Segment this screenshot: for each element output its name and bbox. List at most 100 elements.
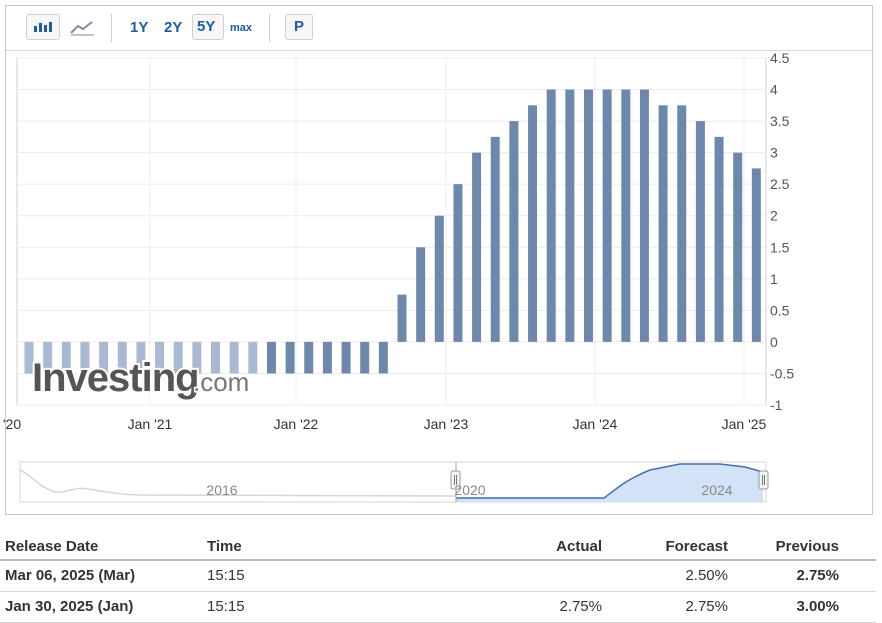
time-cell: 15:15 (207, 567, 245, 584)
table-row: Jan 30, 2025 (Jan) 15:15 2.75% 2.75% 3.0… (0, 592, 876, 623)
bar[interactable] (117, 341, 127, 374)
bar[interactable] (565, 89, 575, 342)
release-date-cell: Mar 06, 2025 (Mar) (5, 567, 136, 584)
watermark-brand: Investing (32, 356, 199, 400)
bar[interactable] (621, 89, 631, 342)
bar[interactable] (472, 152, 482, 342)
bar[interactable] (733, 152, 743, 342)
y-tick-label: 1 (770, 271, 778, 287)
toolbar-divider (269, 14, 270, 42)
actual-cell: 2.75% (559, 598, 602, 615)
y-tick-label: 2.5 (770, 176, 790, 192)
navigator-year-label: 2024 (701, 482, 732, 498)
p-button-label: P (294, 18, 305, 35)
bar[interactable] (24, 341, 34, 374)
bar[interactable] (248, 341, 258, 374)
bar[interactable] (136, 341, 146, 374)
header-previous[interactable]: Previous (775, 538, 839, 555)
x-tick-label: Jan '24 (573, 416, 618, 432)
bar[interactable] (509, 121, 519, 342)
toolbar-divider (111, 14, 112, 42)
bar[interactable] (173, 341, 183, 374)
bar[interactable] (677, 105, 687, 342)
table-row: Mar 06, 2025 (Mar) 15:15 2.50% 2.75% (0, 561, 876, 592)
x-tick-label: Jan '21 (128, 416, 173, 432)
navigator-year-label: 2020 (454, 482, 485, 498)
header-forecast[interactable]: Forecast (665, 538, 728, 555)
p-button[interactable]: P (285, 14, 313, 40)
navigator-selection-area (456, 464, 763, 502)
bar[interactable] (528, 105, 538, 342)
range-1y-button[interactable]: 1Y (130, 19, 149, 36)
y-tick-label: 1.5 (770, 239, 790, 255)
bar[interactable] (322, 341, 332, 374)
x-tick-label: Jan '25 (722, 416, 767, 432)
bar[interactable] (378, 341, 388, 374)
y-tick-label: 0 (770, 334, 778, 350)
navigator-right-handle[interactable] (758, 470, 769, 490)
bar[interactable] (99, 341, 109, 374)
bar[interactable] (490, 136, 500, 342)
forecast-cell: 2.50% (685, 567, 728, 584)
release-date-cell: Jan 30, 2025 (Jan) (5, 598, 134, 615)
header-actual[interactable]: Actual (556, 538, 602, 555)
x-tick-label: Jan '23 (424, 416, 469, 432)
investing-watermark: Investing .com (30, 354, 251, 402)
range-navigator[interactable]: 2016 2020 2024 (19, 461, 769, 503)
bar[interactable] (602, 89, 612, 342)
range-max-button[interactable]: max (230, 22, 253, 34)
previous-cell: 2.75% (796, 567, 839, 584)
y-tick-label: 3.5 (770, 113, 790, 129)
navigator-history-line (19, 469, 457, 497)
bar[interactable] (43, 341, 53, 374)
bar-chart: 4.5 4 3.5 3 2.5 2 1.5 1 0.5 0 -0.5 -1 '20 Jan '21 Jan… (3, 50, 794, 503)
navigator-left-handle[interactable] (450, 470, 461, 490)
bar[interactable] (658, 105, 668, 342)
x-tick-label: Jan '22 (274, 416, 319, 432)
bar[interactable] (266, 341, 276, 374)
line-chart-button[interactable] (66, 14, 100, 40)
y-tick-label: -1 (770, 397, 783, 413)
bar[interactable] (341, 341, 351, 374)
bar[interactable] (751, 168, 761, 342)
bar[interactable] (211, 341, 220, 374)
bar[interactable] (639, 89, 649, 342)
range-5y-button[interactable]: 5Y (192, 14, 224, 40)
bar[interactable] (360, 341, 370, 374)
header-release-date[interactable]: Release Date (5, 538, 99, 555)
bar[interactable] (546, 89, 556, 342)
bar[interactable] (397, 294, 407, 342)
bar[interactable] (453, 184, 463, 342)
bar-chart-button[interactable] (26, 14, 60, 40)
forecast-cell: 2.75% (685, 598, 728, 615)
bar[interactable] (80, 341, 90, 374)
line-chart-icon (70, 21, 94, 36)
release-table: Release Date Time Actual Forecast Previo… (0, 526, 876, 623)
previous-cell: 3.00% (796, 598, 839, 615)
bar[interactable] (304, 341, 314, 374)
bar[interactable] (192, 341, 202, 374)
bar[interactable] (584, 89, 593, 342)
bar[interactable] (155, 341, 165, 374)
bar[interactable] (285, 341, 295, 374)
y-tick-label: 0.5 (770, 302, 790, 318)
y-tick-label: 3 (770, 145, 778, 161)
bar[interactable] (229, 341, 239, 374)
range-5y-label: 5Y (197, 18, 216, 35)
bar[interactable] (714, 136, 724, 342)
plot-area (16, 57, 767, 406)
bar[interactable] (416, 247, 426, 342)
y-tick-label: -0.5 (770, 365, 794, 381)
table-header-row: Release Date Time Actual Forecast Previo… (0, 526, 876, 561)
bar[interactable] (61, 341, 71, 374)
x-tick-label: '20 (3, 416, 21, 432)
chart-toolbar: 1Y 2Y 5Y max P (6, 6, 872, 51)
bar[interactable] (434, 215, 444, 342)
bar-chart-icon (34, 22, 52, 32)
range-2y-button[interactable]: 2Y (164, 19, 183, 36)
bar[interactable] (695, 121, 705, 342)
navigator-year-label: 2016 (206, 482, 237, 498)
y-tick-label: 4 (770, 82, 778, 98)
header-time[interactable]: Time (207, 538, 242, 555)
watermark-suffix: .com (193, 367, 249, 397)
